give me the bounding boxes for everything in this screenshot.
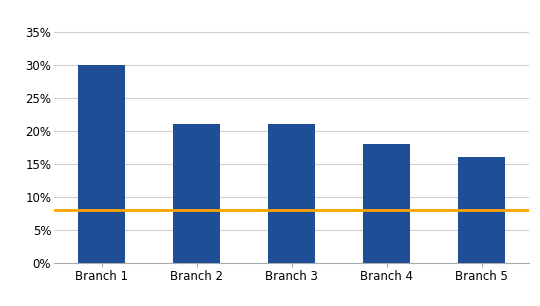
Bar (363, 144, 410, 263)
Bar (173, 124, 220, 263)
Bar (458, 157, 505, 263)
Bar (78, 65, 125, 263)
Bar (268, 124, 315, 263)
